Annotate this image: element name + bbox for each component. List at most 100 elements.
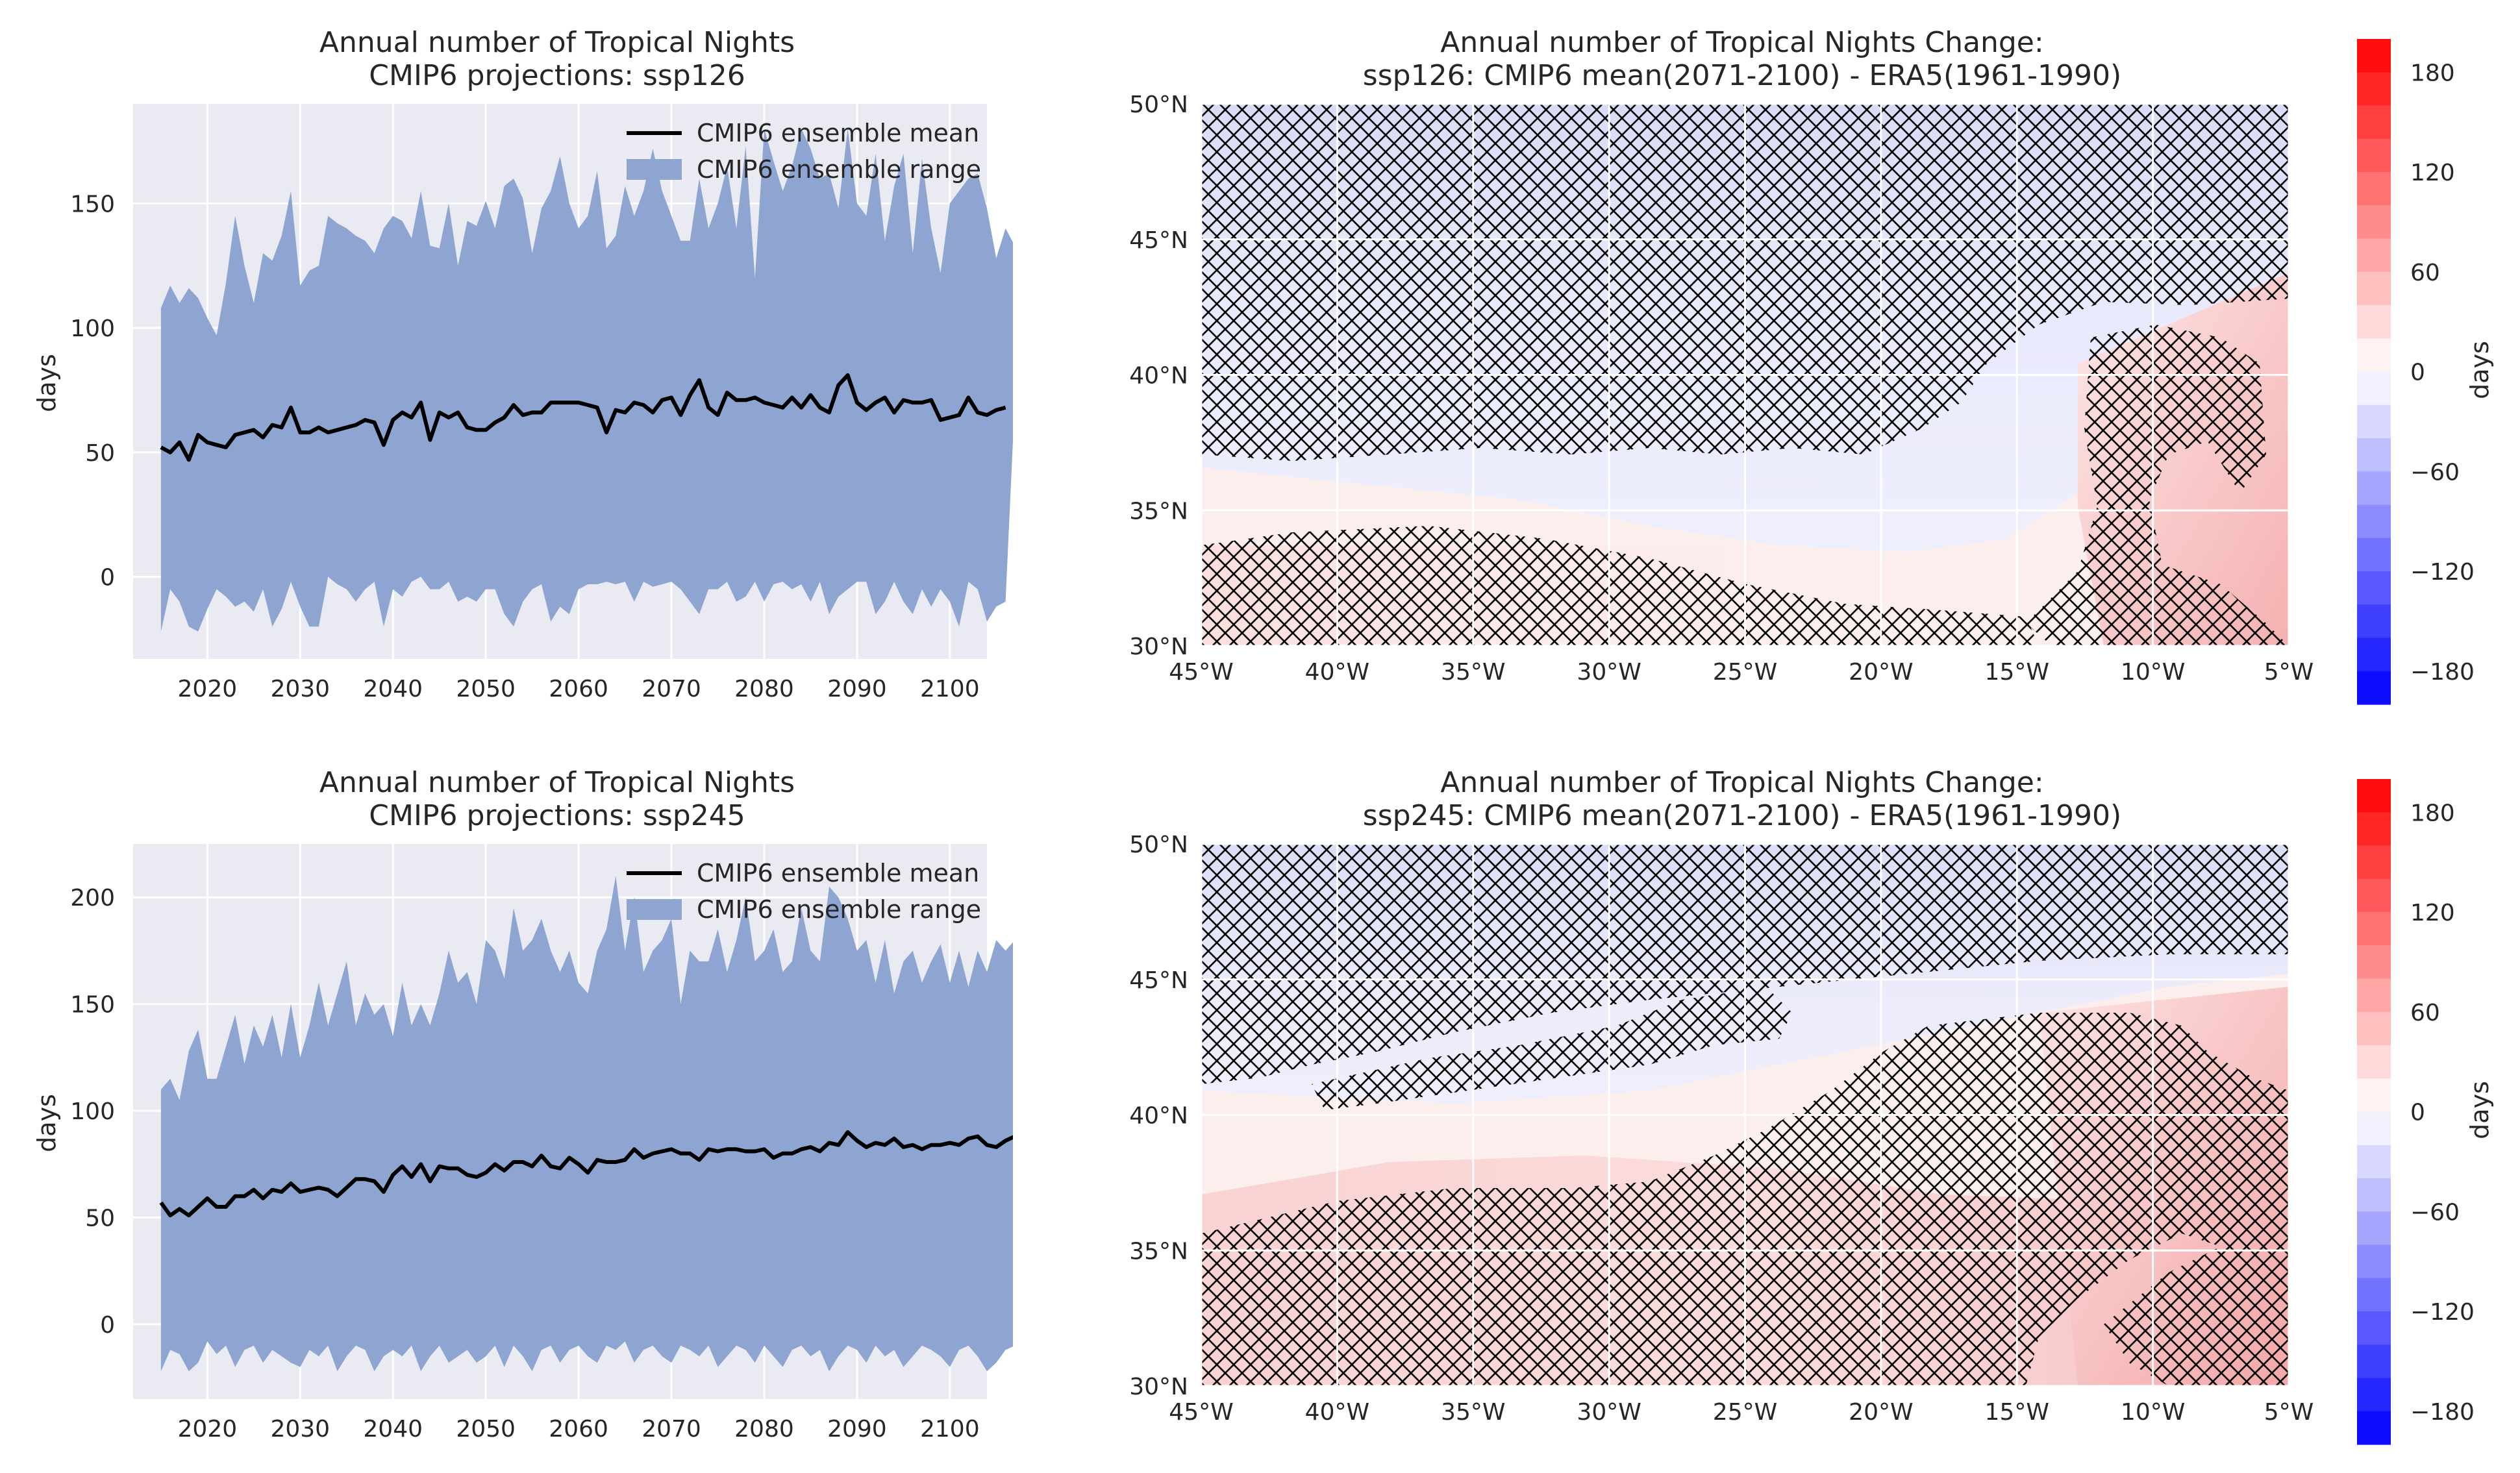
colorbar-cell	[2357, 1178, 2391, 1212]
x-tick-label: 2090	[827, 676, 887, 702]
colorbar-cell	[2357, 305, 2391, 339]
x-tick-label: 2040	[363, 676, 423, 702]
colorbar	[2357, 39, 2391, 705]
x-tick-labels: 2020 2030 2040 2050 2060 2070 2080 2090 2100	[178, 676, 980, 702]
lon-tick-label: 15°W	[1985, 659, 2049, 686]
chart-title-line2: CMIP6 projections: ssp245	[369, 799, 745, 832]
colorbar	[2357, 779, 2391, 1445]
legend-range-label: CMIP6 ensemble range	[697, 895, 981, 924]
x-tick-label: 2030	[270, 676, 330, 702]
x-tick-label: 2040	[363, 1416, 423, 1442]
map-y-tick-labels: 50°N 45°N 40°N 35°N 30°N	[1129, 832, 1188, 1400]
colorbar-tick-label: 120	[2410, 900, 2455, 926]
x-tick-label: 2050	[456, 676, 516, 702]
lon-tick-label: 5°W	[2264, 659, 2314, 686]
x-tick-label: 2100	[920, 676, 980, 702]
lat-tick-label: 45°N	[1129, 227, 1188, 254]
colorbar-cell	[2357, 504, 2391, 539]
legend-mean-label: CMIP6 ensemble mean	[697, 859, 979, 887]
x-tick-label: 2030	[270, 1416, 330, 1442]
y-tick-labels: 0 50 100 150	[70, 191, 115, 591]
lon-tick-label: 20°W	[1849, 1399, 1913, 1426]
lat-tick-label: 40°N	[1129, 1103, 1188, 1130]
colorbar-cell	[2357, 1045, 2391, 1079]
colorbar-cell	[2357, 1378, 2391, 1412]
x-tick-label: 2020	[178, 676, 238, 702]
x-tick-label: 2060	[549, 1416, 608, 1442]
lon-tick-label: 20°W	[1849, 659, 1913, 686]
colorbar-tick-labels: 180 120 60 0 −60 −120 −180	[2410, 60, 2475, 686]
x-tick-label: 2070	[642, 676, 701, 702]
colorbar-cell	[2357, 604, 2391, 639]
legend-band-swatch	[627, 159, 682, 180]
legend: CMIP6 ensemble mean CMIP6 ensemble range	[627, 119, 981, 184]
colorbar-tick-label: −60	[2410, 459, 2460, 486]
colorbar-cell	[2357, 371, 2391, 406]
legend-range-label: CMIP6 ensemble range	[697, 155, 981, 184]
colorbar-cell	[2357, 271, 2391, 306]
lon-tick-label: 15°W	[1985, 1399, 2049, 1426]
colorbar-cell	[2357, 338, 2391, 373]
timeseries-chart-ssp126: Annual number of Tropical Nights CMIP6 p…	[32, 26, 1025, 702]
legend: CMIP6 ensemble mean CMIP6 ensemble range	[627, 859, 981, 924]
colorbar-cell	[2357, 404, 2391, 439]
colorbar-cell	[2357, 72, 2391, 106]
colorbar-tick-label: −120	[2410, 1299, 2475, 1326]
legend-mean-label: CMIP6 ensemble mean	[697, 119, 979, 147]
map-y-tick-labels: 50°N 45°N 40°N 35°N 30°N	[1129, 92, 1188, 660]
x-tick-label: 2080	[734, 1416, 794, 1442]
lon-tick-label: 30°W	[1577, 1399, 1641, 1426]
map-panel-ssp245: Annual number of Tropical Nights Change:…	[1065, 740, 2520, 1470]
colorbar-cell	[2357, 1411, 2391, 1445]
lon-tick-label: 5°W	[2264, 1399, 2314, 1426]
colorbar-cell	[2357, 138, 2391, 173]
map-field	[1201, 104, 2289, 646]
y-tick-label: 50	[85, 440, 115, 467]
x-tick-labels: 2020 2030 2040 2050 2060 2070 2080 2090 2100	[178, 1416, 980, 1442]
hatched-region-east	[2026, 325, 2289, 646]
colorbar-tick-label: 180	[2410, 800, 2455, 826]
colorbar-cell	[2357, 1078, 2391, 1113]
colorbar-cell	[2357, 238, 2391, 273]
colorbar-cell	[2357, 538, 2391, 572]
colorbar-tick-label: 60	[2410, 260, 2440, 286]
colorbar-tick-label: 60	[2410, 1000, 2440, 1026]
colorbar-cell	[2357, 1311, 2391, 1345]
y-tick-labels: 0 50 100 150 200	[70, 885, 115, 1339]
lat-tick-label: 35°N	[1129, 1238, 1188, 1265]
ensemble-range-band	[160, 129, 1025, 632]
colorbar-label: days	[2465, 1081, 2494, 1139]
x-tick-label: 2020	[178, 1416, 238, 1442]
colorbar-cell	[2357, 571, 2391, 605]
lon-tick-label: 10°W	[2121, 659, 2185, 686]
hatched-region-mid	[1312, 987, 1792, 1110]
y-tick-label: 100	[70, 1098, 115, 1125]
colorbar-cell	[2357, 845, 2391, 880]
colorbar-cell	[2357, 205, 2391, 240]
colorbar-cell	[2357, 1145, 2391, 1179]
chart-title-line2: CMIP6 projections: ssp126	[369, 59, 745, 92]
lon-tick-label: 45°W	[1169, 1399, 1233, 1426]
colorbar-cell	[2357, 172, 2391, 206]
colorbar-cell	[2357, 671, 2391, 705]
timeseries-panel-ssp126: Annual number of Tropical Nights CMIP6 p…	[0, 0, 1025, 734]
lon-tick-label: 35°W	[1441, 659, 1505, 686]
colorbar-cell	[2357, 1278, 2391, 1312]
colorbar-cell	[2357, 1344, 2391, 1379]
y-tick-label: 100	[70, 316, 115, 342]
map-gridlines	[1201, 104, 2289, 646]
lat-tick-label: 45°N	[1129, 967, 1188, 994]
y-tick-label: 50	[85, 1205, 115, 1232]
colorbar-cell	[2357, 978, 2391, 1013]
lat-tick-label: 30°N	[1129, 1374, 1188, 1400]
x-tick-label: 2050	[456, 1416, 516, 1442]
chart-title-line1: Annual number of Tropical Nights	[319, 26, 795, 59]
lon-tick-label: 40°W	[1305, 659, 1369, 686]
lat-tick-label: 50°N	[1129, 92, 1188, 118]
colorbar-cell	[2357, 912, 2391, 946]
lon-tick-label: 30°W	[1577, 659, 1641, 686]
colorbar-tick-label: −180	[2410, 1399, 2475, 1426]
ensemble-mean-line	[159, 1130, 1016, 1218]
map-field	[1201, 844, 2289, 1386]
lon-tick-label: 45°W	[1169, 659, 1233, 686]
